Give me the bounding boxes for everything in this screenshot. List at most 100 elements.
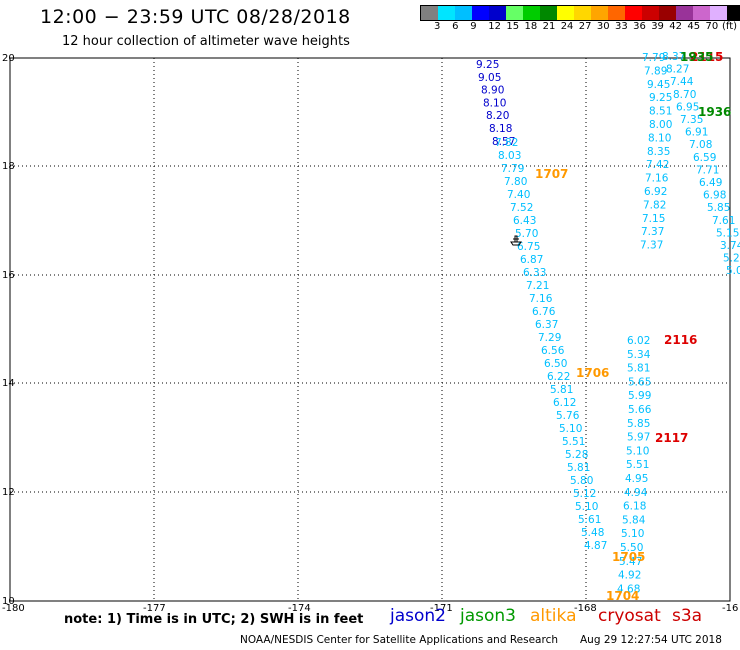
color-scale-label: 70	[705, 21, 719, 32]
wave-height-value: 6.02	[627, 335, 650, 347]
wave-height-value: 8.27	[666, 64, 689, 76]
wave-height-value: 8.18	[489, 123, 512, 135]
wave-height-value: 7.89	[644, 65, 667, 77]
color-swatch	[523, 6, 540, 20]
wave-height-value: 7.16	[645, 173, 669, 185]
wave-height-value: 5.15	[716, 227, 739, 239]
wave-height-value: 8.00	[649, 119, 672, 131]
color-scale-label: 9	[470, 21, 477, 32]
wave-height-value: 3.74	[720, 240, 740, 252]
wave-height-value: 9.25	[649, 92, 672, 104]
wave-height-value: 5.76	[556, 410, 580, 422]
wave-height-value: 5.51	[626, 459, 649, 471]
wave-height-value: 6.59	[693, 152, 716, 164]
wave-height-value: 6.18	[623, 501, 646, 513]
longitude-label: -174	[288, 603, 311, 614]
color-swatch	[540, 6, 557, 20]
pass-time-label: 1936	[698, 105, 731, 119]
longitude-label: -177	[143, 603, 166, 614]
pass-time-label: 2115	[690, 50, 723, 64]
wave-height-value: 5.28	[565, 449, 588, 461]
wave-height-value: 7.21	[526, 280, 549, 292]
wave-height-value: 9.25	[476, 59, 499, 71]
wave-height-value: 7.29	[538, 332, 561, 344]
color-swatch	[421, 6, 438, 20]
footer-timestamp: Aug 29 12:27:54 UTC 2018	[580, 634, 722, 646]
pass-time-labels: 1707 1706 1705 1704 2116 2117 2115 1936 1935	[535, 50, 731, 603]
wave-height-value: 5.66	[628, 404, 652, 416]
color-scale-label: 21	[542, 21, 556, 32]
latitude-label: 18	[2, 161, 15, 172]
wave-height-value: 8.10	[483, 97, 506, 109]
longitude-label: -180	[2, 603, 25, 614]
wave-height-value: 5.34	[627, 349, 651, 361]
wave-height-value: 5.61	[578, 514, 601, 526]
wave-height-value: 6.22	[547, 371, 570, 383]
wave-height-value: 8.70	[673, 89, 696, 101]
ship-icon	[510, 235, 522, 246]
wave-height-value: 5.85	[627, 418, 650, 430]
wave-height-value: 4.92	[618, 570, 641, 582]
wave-height-value: 8.35	[647, 146, 670, 158]
wave-height-value: 8.20	[486, 110, 509, 122]
wave-height-value: 6.12	[553, 397, 576, 409]
wave-height-value: 5.48	[581, 527, 604, 539]
wave-height-value: 7.79	[501, 163, 524, 175]
color-scale-swatches	[420, 5, 740, 21]
wave-height-value: 5.85	[707, 202, 730, 214]
color-scale-label: 27	[578, 21, 592, 32]
wave-height-value: 8.03	[498, 150, 521, 162]
wave-height-value: 9.45	[647, 79, 670, 91]
wave-height-value: 5.12	[573, 488, 596, 500]
wave-height-value: 5.00	[726, 265, 740, 277]
wave-height-value: 6.33	[523, 267, 546, 279]
wave-height-value: 5.50	[620, 542, 643, 554]
wave-height-value: 5.81	[627, 363, 650, 375]
pass-time-label: 2117	[655, 431, 688, 445]
latitude-label: 12	[2, 487, 15, 498]
color-swatch	[591, 6, 608, 20]
wave-height-value: 5.84	[622, 514, 646, 526]
wave-height-value: 5.10	[575, 501, 598, 513]
latitude-labels: 20 18 16 14 12 10	[2, 53, 15, 607]
footer-note: note: 1) Time is in UTC; 2) SWH is in fe…	[64, 612, 364, 627]
color-swatch	[710, 6, 727, 20]
color-swatch	[625, 6, 642, 20]
color-swatch	[455, 6, 472, 20]
wave-height-value: 6.56	[541, 345, 565, 357]
longitude-labels: -180 -177 -174 -171 -168 -16	[2, 603, 738, 614]
wave-height-value: 6.87	[520, 254, 543, 266]
wave-height-value: 6.43	[513, 215, 536, 227]
wave-height-value: 7.15	[642, 213, 665, 225]
wave-height-value: 4.94	[624, 487, 648, 499]
color-swatch	[472, 6, 489, 20]
color-swatch	[489, 6, 506, 20]
wave-height-value: 7.82	[643, 199, 666, 211]
map-subtitle: 12 hour collection of altimeter wave hei…	[62, 34, 350, 49]
color-scale-legend: 3 6 9 12 15 18 21 24 27 30 33 36 39 42 45 70 (ft)	[420, 5, 740, 32]
wave-height-value: 7.40	[507, 189, 530, 201]
pass-time-label: 1704	[606, 589, 639, 603]
color-swatch	[676, 6, 693, 20]
wave-height-value: 5.99	[628, 390, 651, 402]
wave-height-value: 7.82	[495, 137, 518, 149]
wave-height-value: 6.49	[699, 177, 722, 189]
pass-time-label: 1935	[680, 50, 713, 64]
wave-height-value: 4.68	[617, 583, 640, 595]
color-scale-label: 33	[615, 21, 628, 32]
color-scale-label: 45	[687, 21, 701, 32]
wave-height-value: 7.16	[529, 293, 553, 305]
color-scale-label: 39	[651, 21, 664, 32]
wave-height-value: 7.42	[646, 159, 669, 171]
wave-height-value: 5.10	[559, 423, 582, 435]
wave-height-value: 8.51	[649, 106, 672, 118]
wave-height-value: 5.10	[626, 445, 649, 457]
wave-height-value: 7.35	[680, 114, 703, 126]
color-swatch	[506, 6, 523, 20]
wave-height-value: 6.95	[676, 101, 699, 113]
wave-height-value: 5.47	[619, 556, 642, 568]
color-scale-label: 36	[633, 21, 646, 32]
color-scale-label: 6	[452, 21, 459, 32]
wave-height-value: 7.44	[670, 76, 694, 88]
wave-height-value: 5.10	[621, 528, 644, 540]
